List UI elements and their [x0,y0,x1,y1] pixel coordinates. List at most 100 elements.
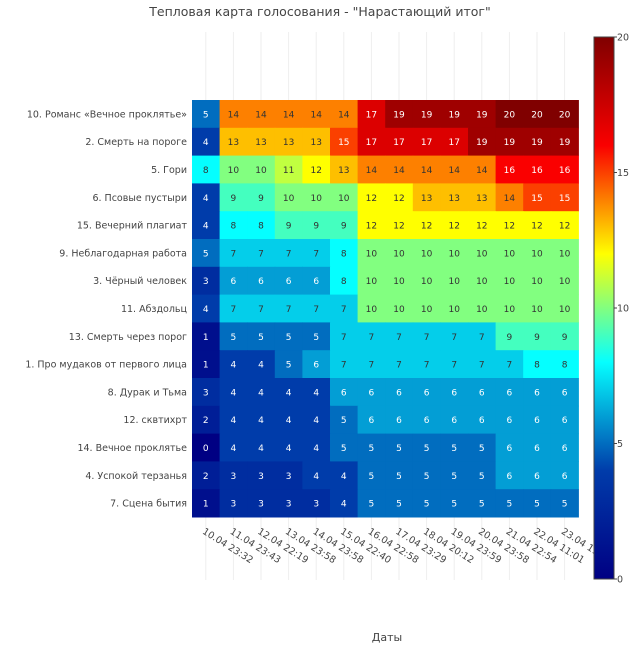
cell-value-label: 0 [203,444,209,454]
cell-value-label: 7 [286,249,292,259]
cell-value-label: 16 [531,166,543,176]
heatmap-cell [468,239,497,268]
heatmap-cell [440,211,469,240]
cell-value-label: 14 [366,166,378,176]
heatmap-cell [468,183,497,212]
cell-value-label: 5 [562,500,568,510]
cell-value-label: 14 [338,110,350,120]
heatmap-cell [385,461,414,490]
heatmap-cell [385,155,414,184]
cell-value-label: 2 [203,416,209,426]
heatmap-cell [495,378,524,407]
heatmap-cell [550,350,579,379]
cell-value-label: 8 [258,222,264,232]
heatmap-cell [330,461,359,490]
heatmap-cell [440,127,469,157]
cell-value-label: 3 [203,277,209,287]
heatmap-cell [495,211,524,240]
cell-value-label: 7 [341,333,347,343]
cell-value-label: 5 [451,500,457,510]
cell-value-label: 10 [283,194,295,204]
cell-value-label: 4 [313,472,319,482]
heatmap-cell [385,322,414,351]
cell-value-label: 19 [421,110,433,120]
cell-value-label: 19 [476,110,488,120]
heatmap-cell [385,127,414,157]
cell-value-label: 4 [258,388,264,398]
cell-value-label: 4 [313,416,319,426]
heatmap-cell [468,155,497,184]
cell-value-label: 6 [534,444,540,454]
cell-value-label: 6 [451,416,457,426]
cell-value-label: 4 [231,416,237,426]
heatmap-cell [219,405,248,435]
cell-value-label: 2 [203,472,209,482]
cell-value-label: 6 [369,388,375,398]
heatmap-cell [192,294,221,323]
heatmap-cell [412,183,441,212]
cell-value-label: 5 [451,472,457,482]
heatmap-cell [495,127,524,157]
cell-value-label: 10 [504,305,516,315]
heatmap-cell [219,350,248,379]
cell-value-label: 6 [341,388,347,398]
heatmap-cell [219,378,248,407]
heatmap-cell [330,378,359,407]
heatmap-cell [468,433,497,462]
cell-value-label: 12 [476,222,487,232]
cell-value-label: 8 [231,222,237,232]
y-tick-labels: 10. Романс «Вечное проклятье» 2. Смерть н… [25,109,187,509]
cell-value-label: 5 [341,416,347,426]
heatmap-cell [385,378,414,407]
cell-value-label: 19 [504,138,516,148]
cell-value-label: 20 [559,110,571,120]
cell-value-label: 7 [286,305,292,315]
heatmap-cell [385,183,414,212]
cell-value-label: 13 [310,138,321,148]
heatmap-cell [192,405,221,435]
heatmap-cell [440,294,469,323]
heatmap-cell [274,405,303,435]
cell-value-label: 5 [369,444,375,454]
cell-value-label: 3 [286,472,292,482]
heatmap-cell [385,489,414,518]
cell-value-label: 5 [369,472,375,482]
colorbar: 0 5 10 15 20 [593,33,629,586]
heatmap-cell [219,155,248,184]
cell-value-label: 9 [231,194,237,204]
cell-value-label: 5 [231,333,237,343]
cell-value-label: 14 [476,166,488,176]
heatmap-cell [550,100,579,129]
cell-value-label: 10 [476,249,488,259]
cell-value-label: 7 [258,249,264,259]
y-tick-label: 14. Вечное проклятье [77,443,187,454]
heatmap-cell [495,489,524,518]
y-tick-label: 13. Смерть через порог [69,332,187,343]
heatmap-cell [468,211,497,240]
heatmap-cell [274,183,303,212]
cell-value-label: 6 [313,277,319,287]
cell-value-label: 4 [286,388,292,398]
cell-value-label: 12 [366,194,377,204]
cell-value-label: 9 [341,222,347,232]
y-tick-label: 2. Смерть на пороге [85,137,187,148]
cell-value-label: 10 [559,305,571,315]
cell-value-label: 3 [203,388,209,398]
heatmap-cell [523,127,552,157]
cell-value-label: 14 [283,110,295,120]
heatmap-cell [274,127,303,157]
heatmap-cell [274,266,303,296]
cell-value-label: 13 [228,138,239,148]
heatmap-cell [412,211,441,240]
cell-value-label: 4 [231,444,237,454]
cell-value-label: 10 [448,305,460,315]
cell-value-label: 19 [531,138,543,148]
cell-value-label: 9 [562,333,568,343]
heatmap-cell [550,239,579,268]
cell-value-label: 5 [479,500,485,510]
cell-value-label: 12 [393,222,404,232]
cell-value-label: 9 [258,194,264,204]
heatmap-cell [495,239,524,268]
heatmap-cell [219,461,248,490]
heatmap-cell [385,433,414,462]
